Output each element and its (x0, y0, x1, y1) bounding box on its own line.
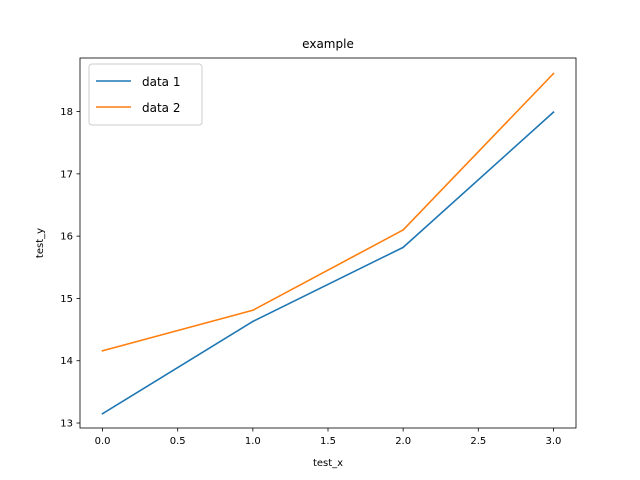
series-line-1 (101, 111, 555, 415)
y-tick-label: 18 (60, 107, 73, 118)
legend: data 1 data 2 (88, 63, 203, 126)
chart-title: example (302, 37, 354, 51)
series-2-point (101, 349, 104, 352)
y-axis-ticks: 13 14 15 16 17 18 (60, 107, 80, 430)
y-tick-label: 14 (60, 356, 73, 367)
x-tick-label: 0.0 (95, 436, 111, 447)
series-1-point (252, 320, 254, 323)
x-tick-label: 2.5 (470, 436, 486, 447)
series-1-point (552, 111, 555, 113)
x-tick-label: 2.0 (395, 436, 411, 447)
y-axis-label: test_y (35, 228, 46, 258)
y-tick-label: 17 (60, 169, 73, 180)
series-2-point (402, 229, 404, 231)
legend-label-1: data 1 (142, 75, 180, 89)
x-axis-label: test_x (313, 458, 343, 469)
plot-area (101, 72, 555, 415)
series-line-2 (101, 72, 555, 352)
y-tick-label: 15 (60, 294, 73, 305)
series-2-point (552, 72, 555, 75)
legend-box (88, 63, 203, 126)
y-tick-label: 16 (60, 232, 73, 243)
series-1-point (101, 412, 104, 415)
series-1-point (402, 246, 404, 249)
x-tick-label: 0.5 (170, 436, 186, 447)
x-axis-ticks: 0.0 0.5 1.0 1.5 2.0 2.5 3.0 (95, 428, 562, 447)
x-tick-label: 1.0 (245, 436, 261, 447)
x-tick-label: 3.0 (546, 436, 562, 447)
axes-frame (79, 57, 577, 429)
x-tick-label: 1.5 (320, 436, 336, 447)
series-2-point (252, 309, 254, 312)
y-tick-label: 13 (60, 419, 73, 430)
legend-label-2: data 2 (142, 101, 180, 115)
